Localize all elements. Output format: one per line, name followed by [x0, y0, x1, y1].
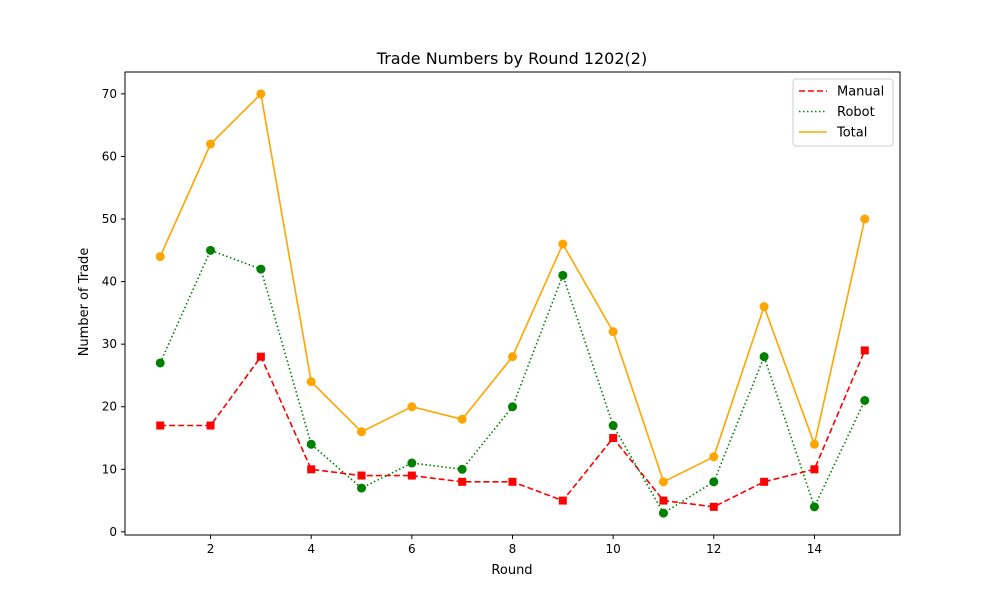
- data-point-total: [155, 252, 165, 262]
- y-axis-label: Number of Trade: [77, 248, 92, 357]
- y-tick-label: 50: [102, 212, 117, 226]
- data-point-manual: [307, 465, 316, 474]
- y-tick-label: 0: [109, 525, 117, 539]
- data-point-manual: [156, 421, 165, 430]
- x-tick-label: 2: [207, 542, 215, 556]
- x-tick-label: 10: [606, 542, 621, 556]
- chart-title: Trade Numbers by Round 1202(2): [376, 49, 647, 68]
- legend: Manual Robot Total: [792, 78, 894, 147]
- x-tick-label: 4: [307, 542, 315, 556]
- data-point-total: [558, 239, 568, 249]
- data-point-total: [809, 439, 819, 449]
- data-point-manual: [860, 346, 869, 355]
- data-point-manual: [659, 496, 668, 505]
- data-point-robot: [759, 352, 769, 362]
- legend-label-manual: Manual: [837, 85, 884, 100]
- data-point-manual: [709, 502, 718, 511]
- data-point-manual: [206, 421, 215, 430]
- data-point-robot: [457, 464, 467, 474]
- x-axis: 2 4 6 8 10 12 14: [207, 535, 822, 556]
- legend-box: [792, 78, 894, 147]
- data-point-total: [306, 377, 316, 387]
- data-point-robot: [357, 483, 367, 493]
- data-point-manual: [508, 477, 517, 486]
- data-point-manual: [458, 477, 467, 486]
- data-point-robot: [407, 458, 417, 468]
- data-point-total: [608, 327, 618, 337]
- data-point-total: [508, 352, 517, 362]
- y-tick-label: 10: [102, 462, 117, 476]
- data-point-robot: [860, 395, 870, 405]
- data-point-robot: [608, 421, 618, 431]
- data-point-manual: [760, 477, 769, 486]
- data-point-manual: [810, 465, 819, 474]
- y-tick-label: 60: [102, 149, 117, 163]
- series-layer: [155, 89, 870, 518]
- data-point-robot: [558, 270, 568, 280]
- series-total: [155, 89, 870, 487]
- y-tick-label: 70: [102, 87, 117, 101]
- data-point-manual: [558, 496, 567, 505]
- x-tick-label: 14: [807, 542, 822, 556]
- data-point-robot: [709, 477, 719, 487]
- data-point-total: [457, 414, 467, 424]
- data-point-robot: [206, 245, 216, 255]
- data-point-manual: [609, 434, 618, 443]
- data-point-total: [256, 89, 266, 99]
- data-point-manual: [407, 471, 416, 480]
- data-point-total: [658, 477, 668, 487]
- x-axis-label: Round: [491, 563, 532, 578]
- data-point-total: [860, 214, 870, 224]
- x-tick-label: 8: [509, 542, 517, 556]
- data-point-robot: [155, 358, 165, 368]
- data-point-robot: [306, 439, 316, 449]
- y-tick-label: 20: [102, 400, 117, 414]
- legend-label-total: Total: [836, 126, 867, 141]
- x-tick-label: 12: [706, 542, 721, 556]
- x-tick-label: 6: [408, 542, 416, 556]
- data-point-robot: [658, 508, 668, 518]
- data-point-total: [357, 427, 367, 437]
- series-robot: [155, 245, 870, 518]
- data-point-total: [407, 402, 417, 412]
- data-point-robot: [809, 502, 819, 512]
- legend-label-robot: Robot: [837, 105, 875, 120]
- y-tick-label: 30: [102, 337, 117, 351]
- data-point-robot: [256, 264, 266, 274]
- y-tick-label: 40: [102, 275, 117, 289]
- data-point-total: [709, 452, 719, 462]
- series-manual: [156, 346, 869, 511]
- y-axis: 0 10 20 30 40 50 60 70: [102, 87, 125, 539]
- data-point-manual: [357, 471, 366, 480]
- data-point-total: [759, 302, 769, 312]
- data-point-manual: [256, 352, 265, 361]
- data-point-total: [206, 139, 216, 149]
- data-point-robot: [508, 402, 517, 412]
